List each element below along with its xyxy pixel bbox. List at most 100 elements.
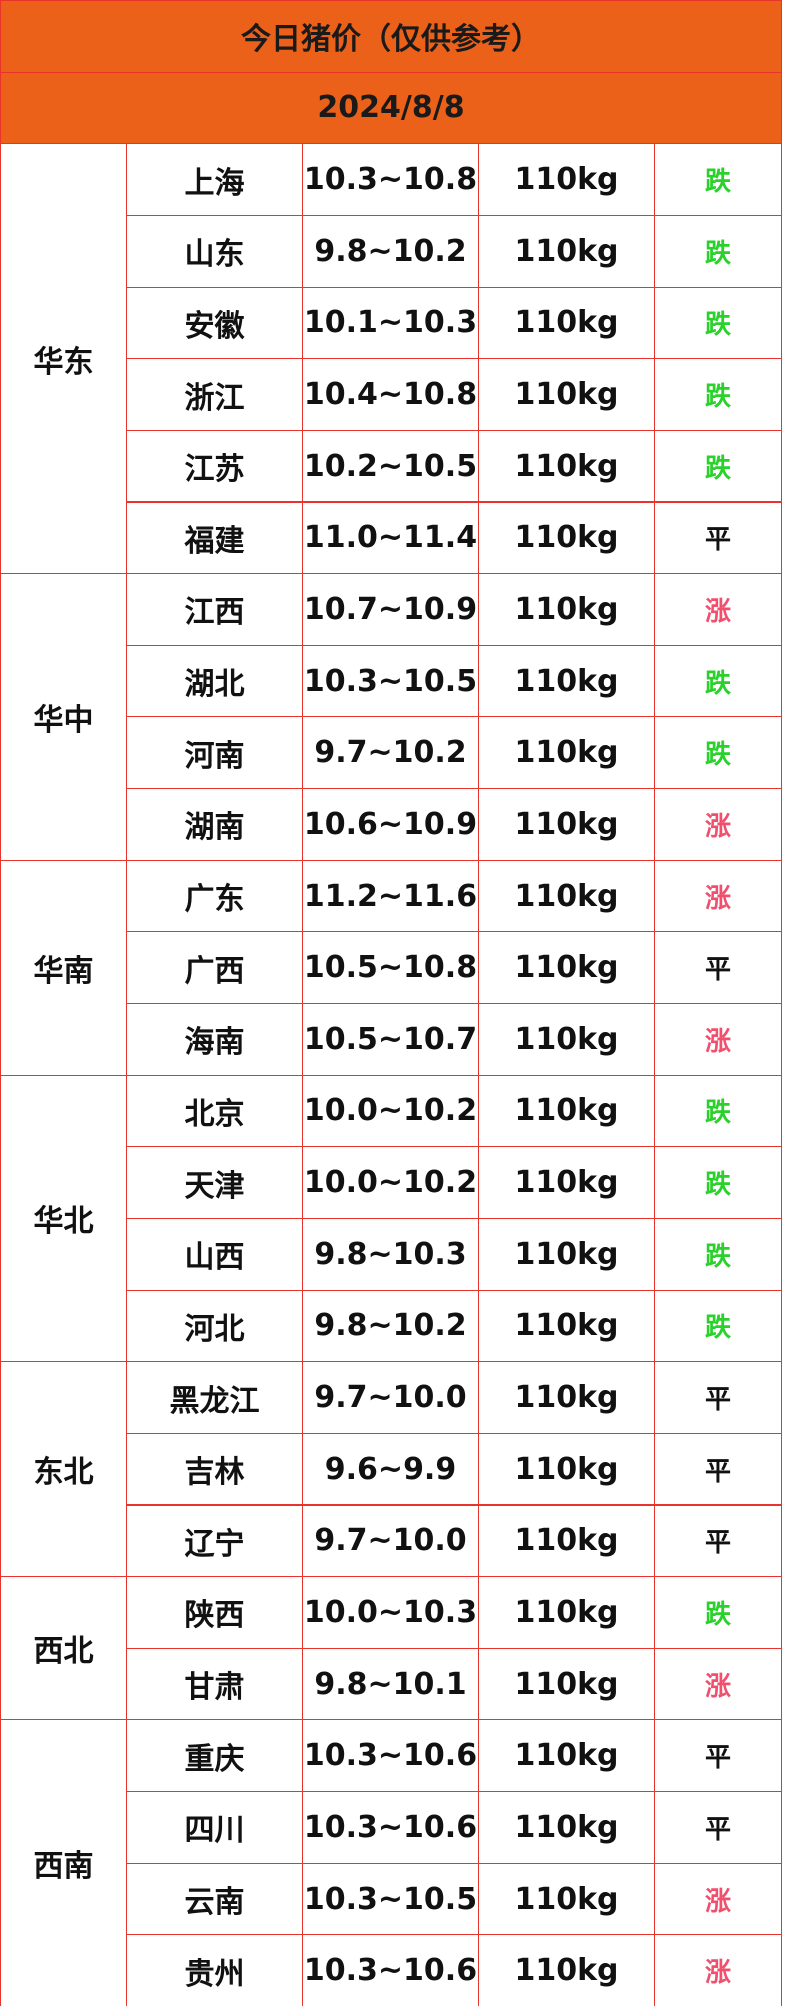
- price: 9.8~10.3: [302, 1217, 479, 1291]
- weight: 110kg: [478, 501, 655, 575]
- trend: 跌: [654, 1146, 782, 1219]
- province: 贵州: [126, 1934, 303, 2006]
- region: 西南: [0, 1719, 127, 2006]
- weight: 110kg: [478, 1576, 655, 1649]
- weight: 110kg: [478, 1862, 655, 1936]
- trend: 涨: [654, 859, 782, 933]
- region: 华南: [0, 859, 127, 1076]
- trend: 跌: [654, 1289, 782, 1363]
- price: 11.2~11.6: [302, 859, 479, 933]
- weight: 110kg: [478, 1719, 655, 1793]
- trend: 跌: [654, 1074, 782, 1148]
- trend: 跌: [654, 286, 782, 360]
- trend: 涨: [654, 788, 782, 861]
- trend: 跌: [654, 358, 782, 431]
- weight: 110kg: [478, 573, 655, 646]
- weight: 110kg: [478, 214, 655, 288]
- trend: 涨: [654, 1934, 782, 2006]
- weight: 110kg: [478, 429, 655, 503]
- trend: 平: [654, 1432, 782, 1506]
- weight: 110kg: [478, 931, 655, 1004]
- province: 山东: [126, 214, 303, 288]
- weight: 110kg: [478, 716, 655, 790]
- weight: 110kg: [478, 358, 655, 431]
- price: 9.8~10.2: [302, 214, 479, 288]
- province: 甘肃: [126, 1647, 303, 1721]
- province: 辽宁: [126, 1504, 303, 1578]
- weight: 110kg: [478, 1289, 655, 1363]
- province: 黑龙江: [126, 1361, 303, 1434]
- region: 东北: [0, 1361, 127, 1578]
- price: 10.3~10.6: [302, 1934, 479, 2006]
- price: 9.8~10.1: [302, 1647, 479, 1721]
- price: 10.7~10.9: [302, 573, 479, 646]
- price: 10.1~10.3: [302, 286, 479, 360]
- province: 海南: [126, 1003, 303, 1076]
- trend: 涨: [654, 1647, 782, 1721]
- price: 10.3~10.5: [302, 1862, 479, 1936]
- province: 吉林: [126, 1432, 303, 1506]
- trend: 跌: [654, 214, 782, 288]
- price: 10.0~10.3: [302, 1576, 479, 1649]
- province: 天津: [126, 1146, 303, 1219]
- price: 9.7~10.0: [302, 1361, 479, 1434]
- region: 西北: [0, 1576, 127, 1721]
- weight: 110kg: [478, 1647, 655, 1721]
- trend: 跌: [654, 644, 782, 718]
- weight: 110kg: [478, 1361, 655, 1434]
- date: 2024/8/8: [0, 71, 782, 145]
- price: 9.7~10.0: [302, 1504, 479, 1578]
- trend: 跌: [654, 143, 782, 216]
- weight: 110kg: [478, 1791, 655, 1864]
- weight: 110kg: [478, 286, 655, 360]
- trend: 跌: [654, 429, 782, 503]
- province: 四川: [126, 1791, 303, 1864]
- trend: 跌: [654, 716, 782, 790]
- weight: 110kg: [478, 1146, 655, 1219]
- province: 江西: [126, 573, 303, 646]
- province: 陕西: [126, 1576, 303, 1649]
- trend: 平: [654, 931, 782, 1004]
- price: 10.6~10.9: [302, 788, 479, 861]
- trend: 跌: [654, 1576, 782, 1649]
- province: 湖北: [126, 644, 303, 718]
- trend: 平: [654, 1361, 782, 1434]
- province: 河南: [126, 716, 303, 790]
- price: 10.3~10.5: [302, 644, 479, 718]
- weight: 110kg: [478, 1217, 655, 1291]
- price: 11.0~11.4: [302, 501, 479, 575]
- region: 华中: [0, 573, 127, 861]
- region: 华北: [0, 1074, 127, 1363]
- province: 广西: [126, 931, 303, 1004]
- province: 上海: [126, 143, 303, 216]
- weight: 110kg: [478, 644, 655, 718]
- province: 河北: [126, 1289, 303, 1363]
- price: 10.3~10.8: [302, 143, 479, 216]
- weight: 110kg: [478, 1074, 655, 1148]
- weight: 110kg: [478, 1432, 655, 1506]
- trend: 平: [654, 1791, 782, 1864]
- region: 华东: [0, 143, 127, 575]
- province: 山西: [126, 1217, 303, 1291]
- trend: 跌: [654, 1217, 782, 1291]
- price: 9.6~9.9: [302, 1432, 479, 1506]
- price: 10.0~10.2: [302, 1146, 479, 1219]
- province: 湖南: [126, 788, 303, 861]
- weight: 110kg: [478, 1934, 655, 2006]
- trend: 涨: [654, 573, 782, 646]
- province: 广东: [126, 859, 303, 933]
- weight: 110kg: [478, 859, 655, 933]
- weight: 110kg: [478, 1003, 655, 1076]
- province: 福建: [126, 501, 303, 575]
- price: 10.5~10.7: [302, 1003, 479, 1076]
- trend: 平: [654, 501, 782, 575]
- price: 10.3~10.6: [302, 1791, 479, 1864]
- province: 安徽: [126, 286, 303, 360]
- price: 10.4~10.8: [302, 358, 479, 431]
- price: 9.7~10.2: [302, 716, 479, 790]
- trend: 涨: [654, 1003, 782, 1076]
- price: 10.5~10.8: [302, 931, 479, 1004]
- province: 浙江: [126, 358, 303, 431]
- price: 10.0~10.2: [302, 1074, 479, 1148]
